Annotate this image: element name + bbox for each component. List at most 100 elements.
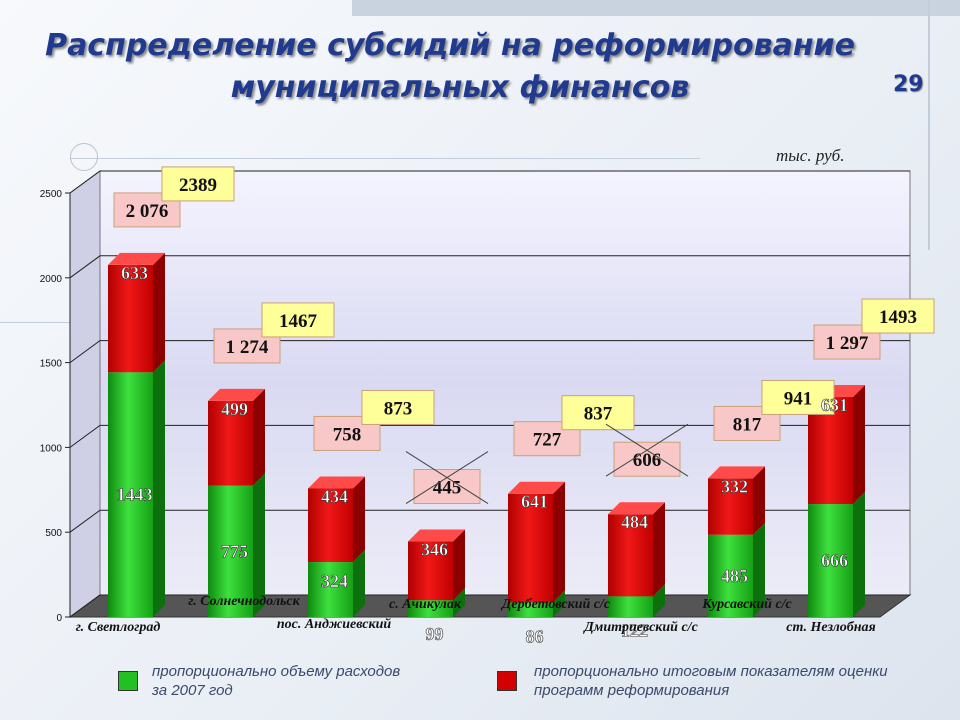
bar-red-7-side [853, 385, 865, 505]
new-value-tag-6: 941 [761, 379, 835, 415]
label-green-4: 86 [526, 626, 544, 646]
legend-label-red: пропорционально итоговым показателям оце… [534, 662, 888, 700]
label-green-0: 1443 [117, 485, 153, 505]
bar-red-6-front [708, 478, 753, 535]
legend-green-line2: за 2007 год [152, 682, 233, 699]
total-tag-5-text: 606 [633, 450, 662, 471]
bar-red-2-side [353, 476, 365, 563]
new-value-tag-4-box [561, 395, 635, 431]
total-tag-6-text: 817 [733, 414, 762, 435]
plot-area: 0 500 1000 1500 2000 2500 [40, 170, 912, 624]
y-tick-label: 1000 [40, 443, 63, 454]
new-value-tag-0-box [161, 166, 235, 202]
bar-red-6 [708, 466, 765, 535]
decor-vertical-line [928, 0, 930, 250]
gridline [69, 255, 910, 279]
bar-red-5 [608, 502, 665, 597]
new-value-tag-2-box [361, 389, 435, 425]
new-value-tag-7: 1493 [861, 298, 935, 334]
new-value-tag-1-box [261, 302, 335, 338]
bar-red-4-top [508, 481, 565, 494]
label-green-3: 99 [426, 624, 444, 644]
label-red-3: 346 [421, 540, 448, 560]
bar-red-5-side [653, 502, 665, 597]
bar-green-3-side [453, 588, 465, 617]
label-green-2: 324 [321, 571, 348, 591]
bar-red-4-front [508, 493, 553, 603]
bar-green-5-front [608, 596, 653, 617]
legend-green-line1: пропорционально объему расходов [152, 663, 401, 680]
bar-red-6-top [708, 466, 765, 479]
label-red-1: 499 [221, 399, 248, 419]
bar-green-7-side [853, 492, 865, 617]
legend-label-green: пропорционально объему расходов за 2007 … [152, 662, 400, 700]
y-tick-label: 1500 [40, 359, 63, 370]
new-value-tag-1-text: 1467 [279, 311, 318, 332]
total-tag-3-box [413, 469, 481, 505]
category-label-6: Курсавский с/с [701, 597, 792, 612]
total-tag-4: 727 [513, 421, 581, 457]
cross-line-b-5 [605, 423, 689, 477]
bars [108, 252, 865, 617]
label-red-6: 332 [721, 476, 748, 496]
total-tag-3: 445 [413, 469, 481, 505]
gridline [69, 340, 910, 364]
cross-line-b-3 [405, 451, 489, 504]
y-tick-label: 500 [45, 528, 62, 539]
new-value-tag-4: 837 [561, 395, 635, 431]
bar-green-7 [808, 492, 865, 617]
bar-red-6-side [753, 466, 765, 535]
label-red-2: 434 [321, 486, 348, 506]
bar-red-1 [208, 388, 265, 486]
category-label-3: с. Ачикулак [389, 597, 462, 612]
bar-green-6-side [753, 522, 765, 617]
y-tick-label: 2000 [40, 274, 63, 285]
label-green-6: 485 [721, 566, 748, 586]
bar-red-0 [108, 252, 165, 373]
bar-green-0 [108, 360, 165, 617]
total-tag-2: 758 [313, 415, 381, 451]
category-label-2: пос. Анджиевский [277, 617, 392, 632]
label-red-7: 631 [821, 395, 848, 415]
legend-red-line1: пропорционально итоговым показателям оце… [534, 663, 888, 680]
gridline [69, 170, 910, 194]
label-red-0: 633 [121, 263, 148, 283]
legend-red-line2: программ реформирования [534, 682, 730, 699]
bar-green-1-front [208, 485, 253, 617]
category-label-7: ст. Незлобная [786, 620, 875, 635]
decor-top-bar [352, 0, 960, 16]
bar-green-0-front [108, 372, 153, 617]
bar-green-1-side [253, 473, 265, 617]
new-value-tag-6-text: 941 [784, 388, 813, 409]
bar-red-4 [508, 481, 565, 603]
slide-number: 29 [893, 72, 924, 97]
gridline [69, 424, 910, 448]
total-tag-0-text: 2 076 [126, 201, 169, 222]
bar-green-2-front [308, 562, 353, 617]
bar-red-3-top [408, 529, 465, 542]
new-value-tag-1: 1467 [261, 302, 335, 338]
decor-horizontal-line-left [0, 322, 120, 323]
total-tag-5-box [613, 441, 681, 477]
bar-red-5-top [608, 502, 665, 515]
bar-green-5-side [653, 584, 665, 617]
bar-green-6-front [708, 534, 753, 617]
new-value-tag-6-box [761, 379, 835, 415]
category-label-4: Дербетовский с/с [500, 597, 611, 612]
y-tick-label: 0 [56, 613, 62, 624]
new-value-tag-7-box [861, 298, 935, 334]
data-labels: 1443 633 2 076 2389 775 499 1 274 1467 324 434 758… [76, 166, 935, 647]
new-value-tag-2: 873 [361, 389, 435, 425]
page-title-line1: Распределение субсидий на реформирование [45, 28, 855, 63]
new-value-tag-2-text: 873 [384, 398, 413, 419]
y-tick-label: 2500 [40, 189, 63, 200]
category-label-0: г. Светлоград [76, 620, 161, 635]
label-green-7: 666 [821, 551, 848, 571]
bar-red-1-top [208, 388, 265, 401]
decor-horizontal-line [70, 158, 700, 159]
bar-green-0-side [153, 360, 165, 617]
category-label-5: Дмитриевский с/с [582, 620, 698, 635]
new-value-tag-7-text: 1493 [879, 307, 917, 328]
bar-red-1-side [253, 388, 265, 486]
label-red-5: 484 [621, 512, 648, 532]
